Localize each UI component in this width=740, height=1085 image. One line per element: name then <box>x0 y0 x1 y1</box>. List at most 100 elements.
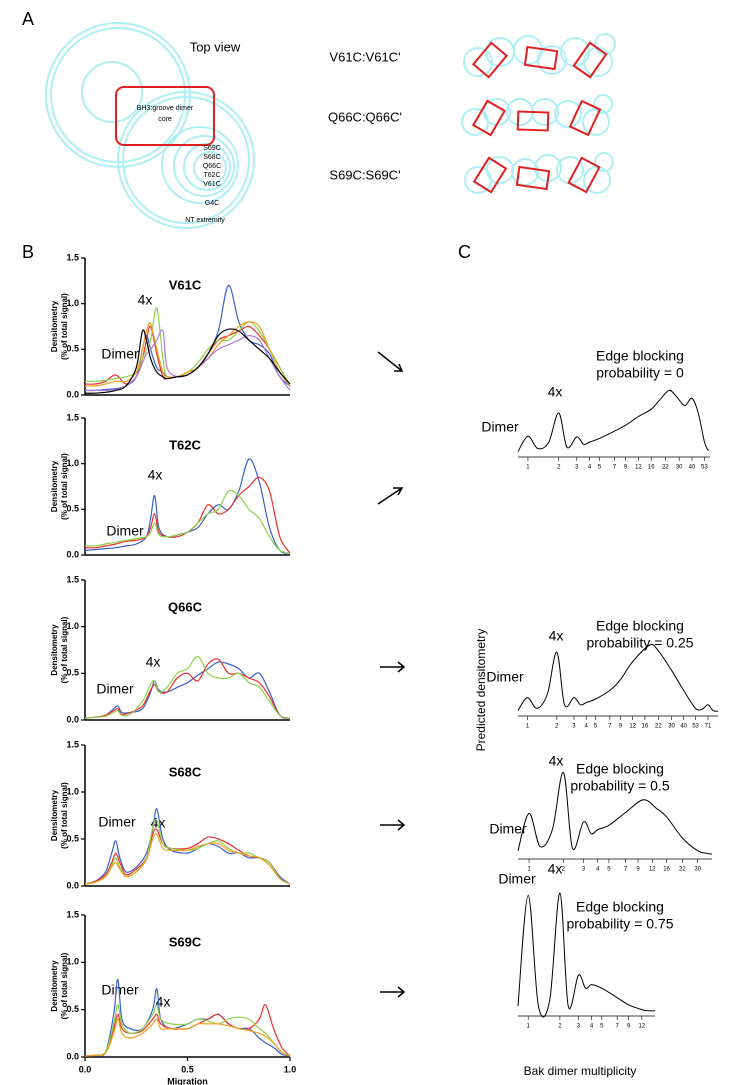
x-tick-label: 4 <box>596 867 600 873</box>
annotation: Dimer <box>96 681 134 697</box>
y-axis-label: (% of total signal) <box>60 293 69 360</box>
chart-title: T62C <box>169 437 201 452</box>
x-tick-label: 22 <box>662 465 669 471</box>
panel-label: B <box>22 242 34 262</box>
y-tick-label: 0.5 <box>66 668 79 678</box>
x-tick-label: 4 <box>588 465 592 471</box>
x-tick-label: 12 <box>649 867 656 873</box>
residue-label: G4C <box>205 200 219 207</box>
y-axis-label: Densitometry <box>50 960 59 1012</box>
y-tick-label: 0.0 <box>66 1051 79 1061</box>
residue-label: Q66C <box>203 163 221 170</box>
x-tick-label: 7 <box>613 465 617 471</box>
y-tick-label: 1.0 <box>66 621 79 631</box>
residue-label: T62C <box>203 172 220 179</box>
y-tick-label: 0.0 <box>66 389 79 399</box>
x-tick-label: 5 <box>598 465 602 471</box>
x-tick-label: 0.0 <box>79 1064 92 1074</box>
x-tick-label: 7 <box>616 1024 620 1030</box>
annotation: Dimer <box>498 871 536 887</box>
chart-title: Edge blocking <box>596 348 684 364</box>
chart-title: Edge blocking <box>596 618 684 634</box>
x-tick-label: 9 <box>624 465 628 471</box>
y-axis-label: Densitometry <box>50 460 59 512</box>
y-tick-label: 0.5 <box>66 1004 79 1014</box>
data-line <box>517 389 709 452</box>
x-tick-label: 9 <box>619 724 623 730</box>
x-tick-label: 3 <box>577 1024 581 1030</box>
x-tick-label: 5 <box>607 867 611 873</box>
data-line <box>517 771 713 855</box>
x-tick-label: 53 <box>701 465 708 471</box>
x-tick-label: 40 <box>689 465 696 471</box>
x-tick-label: 5 <box>600 1024 604 1030</box>
x-tick-label: 7 <box>624 867 628 873</box>
y-tick-label: 1.0 <box>66 298 79 308</box>
annotation: Dimer <box>98 814 136 830</box>
chart-title: S68C <box>169 764 202 779</box>
annotation: 4x <box>148 467 163 483</box>
top-view-label: Top view <box>190 39 241 54</box>
y-tick-label: 0.0 <box>66 880 79 890</box>
x-tick-label: 22 <box>655 724 662 730</box>
x-tick-label: 9 <box>636 867 640 873</box>
nt-label: NT extremity <box>185 217 225 224</box>
residue-label: V61C <box>203 181 221 188</box>
x-tick-label: 40 <box>680 724 687 730</box>
x-tick-label: 1 <box>527 1024 531 1030</box>
x-tick-label: 30 <box>676 465 683 471</box>
x-axis-label: Migration <box>167 1076 208 1085</box>
data-line <box>84 833 291 885</box>
x-tick-label: 2 <box>562 867 566 873</box>
x-tick-label: 5 <box>594 724 598 730</box>
chart-title: Q66C <box>168 599 203 614</box>
data-line <box>84 476 291 554</box>
x-tick-label: 16 <box>648 465 655 471</box>
x-tick-label: 53 <box>692 724 699 730</box>
x-tick-label: 4 <box>584 724 588 730</box>
chart-title: Edge blocking <box>576 899 664 915</box>
y-tick-label: 1.5 <box>66 909 79 919</box>
y-tick-label: 1.5 <box>66 412 79 422</box>
chart-title: probability = 0 <box>596 365 684 381</box>
data-line <box>84 489 291 554</box>
annotation: Dimer <box>486 669 524 685</box>
panel-label: A <box>22 9 34 29</box>
x-tick-label: 1 <box>526 724 530 730</box>
dimer-label: Q66C:Q66C' <box>328 109 402 124</box>
data-line <box>84 1018 291 1057</box>
y-tick-label: 1.5 <box>66 252 79 262</box>
annotation: Dimer <box>106 523 144 539</box>
x-tick-label: 3 <box>582 867 586 873</box>
y-axis-label: Densitometry <box>50 300 59 352</box>
x-tick-label: 1 <box>527 867 531 873</box>
x-tick-label: 30 <box>694 867 701 873</box>
y-axis-label: (% of total signal) <box>60 616 69 683</box>
dimer-label: S69C:S69C' <box>329 167 400 182</box>
x-tick-label: 0.5 <box>181 1064 194 1074</box>
x-tick-label: 71 <box>705 724 712 730</box>
x-tick-label: 7 <box>608 724 612 730</box>
x-tick-label: 30 <box>668 724 675 730</box>
x-tick-label: 2 <box>557 465 561 471</box>
x-tick-label: 9 <box>627 1024 631 1030</box>
y-axis-label: Densitometry <box>50 624 59 676</box>
y-tick-label: 1.0 <box>66 957 79 967</box>
core-label: BH3:groove dimer <box>137 105 194 112</box>
panel-label: C <box>458 242 471 262</box>
y-tick-label: 1.5 <box>66 574 79 584</box>
x-tick-label: 12 <box>639 1024 646 1030</box>
annotation: 4x <box>548 384 563 400</box>
y-tick-label: 1.0 <box>66 458 79 468</box>
annotation: Dimer <box>101 982 139 998</box>
y-axis-label: Densitometry <box>50 789 59 841</box>
annotation: 4x <box>146 654 161 670</box>
residue-label: S68C <box>203 154 221 161</box>
x-tick-label: 2 <box>555 724 559 730</box>
annotation: 4x <box>138 292 153 308</box>
chart-title: probability = 0.75 <box>566 916 673 932</box>
top-view-diagram <box>45 22 255 229</box>
chart-title: S69C <box>169 934 202 949</box>
core-label: core <box>158 116 172 123</box>
